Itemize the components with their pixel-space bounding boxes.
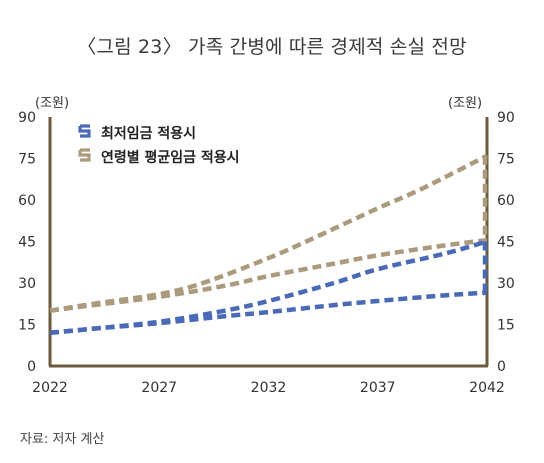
y-tick-right: 90 <box>497 110 515 126</box>
x-tick: 2042 <box>469 380 505 396</box>
right-axis-unit: (조원) <box>448 96 483 111</box>
left-axis-unit: (조원) <box>35 96 70 111</box>
legend-swatch <box>78 124 91 138</box>
x-tick: 2037 <box>360 380 396 396</box>
legend-item-avg-wage: 연령별 평균임금 적용시 <box>78 148 240 166</box>
legend-label: 최저임금 적용시 <box>101 125 196 142</box>
x-tick: 2022 <box>32 380 68 396</box>
series-line-tan-1 <box>49 153 489 313</box>
series-line-tan-2 <box>49 237 488 313</box>
chart-series-lines <box>49 153 489 336</box>
y-tick-right: 75 <box>497 152 515 168</box>
y-tick-left: 15 <box>18 318 36 334</box>
legend-swatch <box>78 148 91 162</box>
chart-title: 〈그림 23〉 가족 간병에 따른 경제적 손실 전망 <box>77 36 467 58</box>
y-tick-right: 45 <box>497 235 515 251</box>
chart-tick-labels: 0 0 15 15 30 30 45 45 60 60 75 75 90 90 2022 2027 2032 20… <box>18 110 515 396</box>
legend-label: 연령별 평균임금 적용시 <box>101 149 240 166</box>
legend-item-min-wage: 최저임금 적용시 <box>78 124 196 142</box>
series-line-blue-1 <box>49 239 488 336</box>
series-line-blue-2 <box>49 290 488 336</box>
x-tick: 2027 <box>141 380 177 396</box>
y-tick-left: 60 <box>18 193 36 209</box>
x-tick: 2032 <box>251 380 287 396</box>
y-tick-right: 60 <box>497 193 515 209</box>
y-tick-left: 75 <box>18 152 36 168</box>
y-tick-left: 90 <box>18 110 36 126</box>
y-tick-right: 0 <box>497 359 506 375</box>
y-tick-right: 30 <box>497 276 515 292</box>
source-note: 자료: 저자 계산 <box>20 432 105 447</box>
y-tick-right: 15 <box>497 318 515 334</box>
y-tick-left: 30 <box>18 276 36 292</box>
y-tick-left: 0 <box>27 359 36 375</box>
y-tick-left: 45 <box>18 235 36 251</box>
